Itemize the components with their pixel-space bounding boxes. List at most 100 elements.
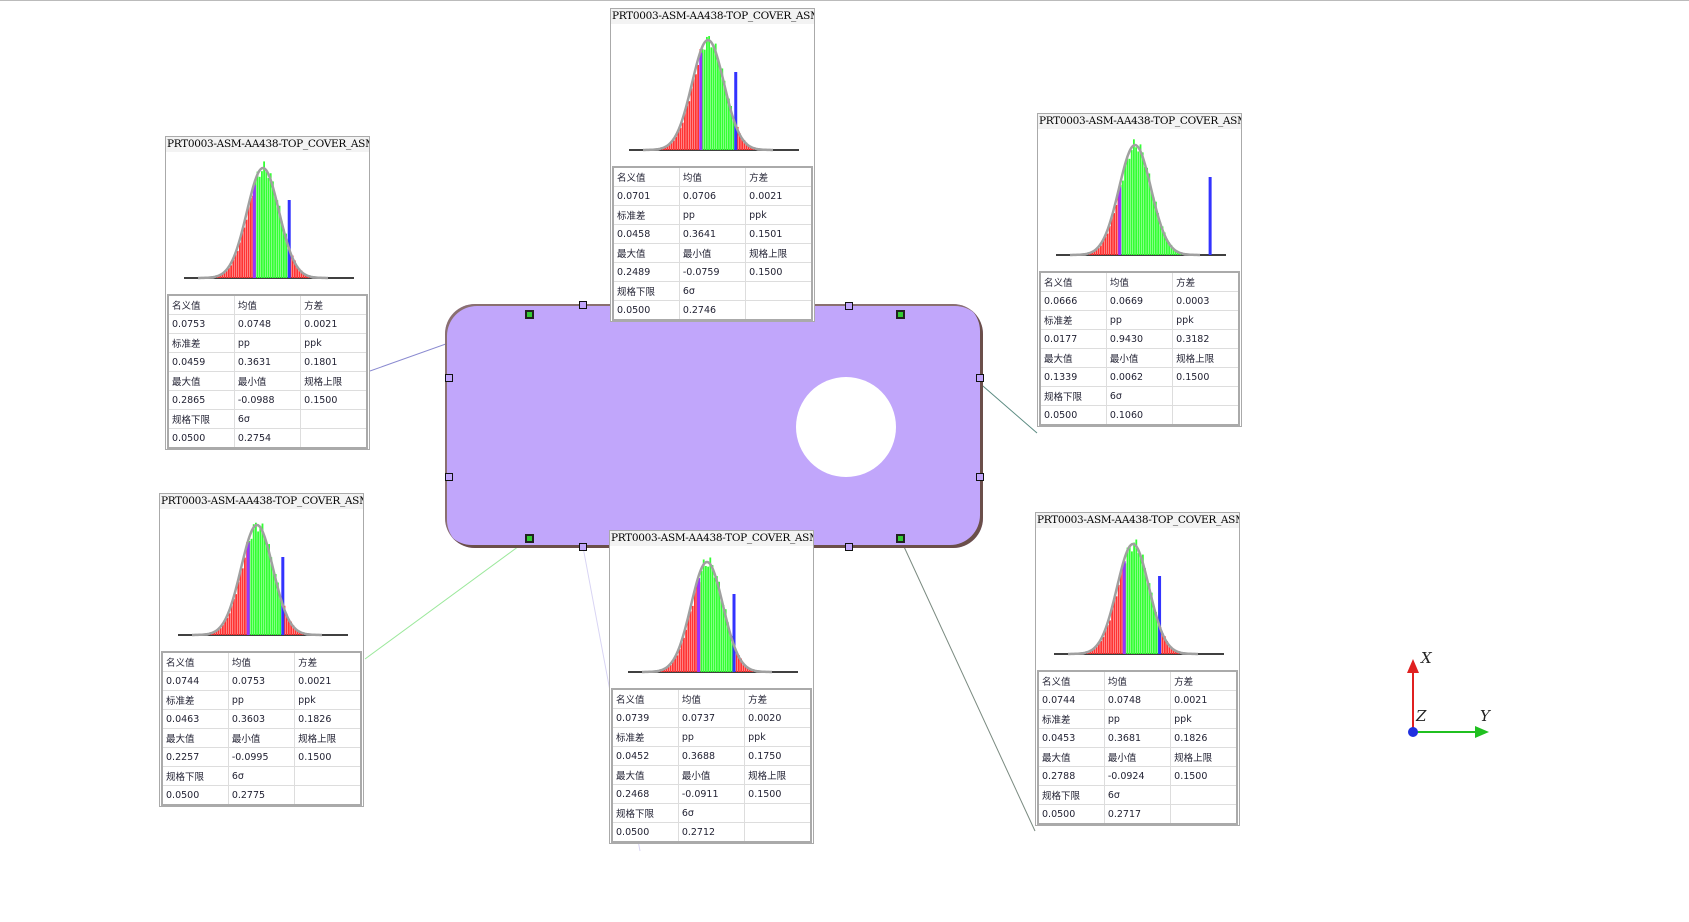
histogram-bar	[1159, 222, 1162, 255]
fit-curve	[1070, 143, 1200, 257]
label-six-sigma: 6σ	[1105, 386, 1174, 406]
value-nominal: 0.0744	[161, 671, 229, 691]
z-axis-icon	[1408, 727, 1418, 737]
stats-panel-bottom-left[interactable]: PRT0003-ASM-AA438-TOP_COVER_ASM 名义值 均值 方差 0.…	[159, 493, 364, 807]
label-max: 最大值	[1039, 348, 1107, 368]
stats-panel-top-center[interactable]: PRT0003-ASM-AA438-TOP_COVER_ASM 名义值 均值 方差 0.…	[610, 8, 815, 322]
selection-handle[interactable]	[976, 374, 984, 382]
cover-part[interactable]	[445, 304, 983, 548]
label-usl: 规格上限	[1172, 348, 1240, 368]
selection-handle[interactable]	[845, 543, 853, 551]
stats-panel-bottom-center[interactable]: PRT0003-ASM-AA438-TOP_COVER_ASM 名义值 均值 方差 0.…	[609, 530, 814, 844]
value-variance: 0.0021	[1170, 690, 1238, 710]
value-row: 0.0453 0.3681 0.1826	[1037, 728, 1238, 748]
histogram-bar	[265, 170, 268, 278]
label-max: 最大值	[167, 371, 235, 391]
histogram-bar	[247, 204, 250, 278]
histogram-bar	[261, 523, 264, 635]
histogram-bar	[741, 137, 743, 150]
label-variance: 方差	[744, 688, 812, 709]
label-variance: 方差	[1170, 670, 1238, 691]
histogram-bar	[665, 668, 668, 672]
value-row: 0.0753 0.0748 0.0021	[167, 314, 368, 334]
histogram-bar	[222, 624, 224, 635]
label-six-sigma: 6σ	[677, 803, 746, 823]
axis-triad	[1407, 659, 1489, 738]
lsl-marker	[1118, 186, 1122, 255]
selection-handle[interactable]	[525, 310, 534, 319]
label-mean: 均值	[233, 294, 302, 315]
value-six-sigma: 0.2746	[678, 300, 747, 321]
histogram-bar	[279, 595, 281, 635]
histogram-bar	[274, 196, 276, 278]
histogram-bar	[667, 666, 670, 672]
value-lsl: 0.0500	[611, 822, 679, 843]
selection-handle[interactable]	[976, 473, 984, 481]
histogram-bar	[721, 68, 724, 150]
panel-title: PRT0003-ASM-AA438-TOP_COVER_ASM	[160, 494, 363, 509]
label-usl: 规格上限	[300, 371, 368, 391]
selection-handle[interactable]	[896, 310, 905, 319]
histogram-bar	[296, 265, 298, 278]
selection-handle[interactable]	[845, 302, 853, 310]
value-row: 0.0500 0.2754	[167, 428, 368, 449]
histogram-bar	[1150, 592, 1153, 654]
histogram-bar	[235, 594, 237, 635]
histogram-bar	[252, 524, 255, 635]
label-lsl: 规格下限	[167, 409, 235, 429]
stats-panel-bottom-right[interactable]: PRT0003-ASM-AA438-TOP_COVER_ASM 名义值 均值 方差 0.…	[1035, 512, 1240, 826]
label-lsl: 规格下限	[1037, 785, 1105, 805]
histogram-bar	[1148, 583, 1151, 654]
histogram-bar	[728, 98, 730, 150]
label-row: 最大值 最小值 规格上限	[1037, 747, 1238, 767]
label-lsl: 规格下限	[161, 766, 229, 786]
histogram-bar	[1124, 164, 1126, 255]
histogram-bar	[270, 557, 273, 635]
histogram-bar	[1141, 152, 1144, 255]
histogram-bar	[1128, 545, 1131, 654]
histogram-bar	[283, 229, 285, 278]
selection-handle[interactable]	[579, 543, 587, 551]
stats-panel-top-right[interactable]: PRT0003-ASM-AA438-TOP_COVER_ASM 名义值 均值 方差 0.…	[1037, 113, 1242, 427]
histogram-bar	[1146, 167, 1148, 255]
value-row: 0.0500 0.2717	[1037, 804, 1238, 825]
histogram-bar	[670, 142, 673, 150]
stats-panel-top-left[interactable]: PRT0003-ASM-AA438-TOP_COVER_ASM 名义值 均值 方差 0.…	[165, 136, 370, 450]
label-mean: 均值	[1103, 670, 1172, 691]
histogram-bar	[1093, 251, 1096, 255]
label-row: 最大值 最小值 规格上限	[612, 243, 813, 263]
selection-handle[interactable]	[896, 534, 905, 543]
histogram-bar	[1170, 244, 1173, 255]
histogram-bar	[1128, 158, 1131, 255]
histogram-bar	[292, 625, 295, 635]
histogram-bar	[738, 655, 740, 672]
histogram-bar	[727, 622, 729, 672]
histogram-bar	[1126, 155, 1129, 255]
label-row: 名义值 均值 方差	[611, 688, 812, 709]
value-pp: 0.3688	[677, 746, 746, 766]
histogram-bar	[1137, 552, 1140, 654]
value-min: -0.0924	[1103, 766, 1172, 786]
histogram-bar	[268, 544, 270, 635]
value-min: -0.0995	[227, 747, 296, 767]
value-ppk: 0.1826	[1170, 728, 1238, 748]
value-std: 0.0452	[611, 746, 679, 766]
histogram-bar	[1113, 599, 1116, 654]
selection-handle[interactable]	[579, 301, 587, 309]
histogram-bar	[731, 636, 734, 672]
selection-handle[interactable]	[525, 534, 534, 543]
empty-cell	[1170, 785, 1238, 805]
label-row: 名义值 均值 方差	[161, 651, 362, 672]
x-axis-label: X	[1421, 649, 1432, 667]
histogram-bar	[1111, 217, 1113, 255]
histogram-bar	[244, 557, 246, 635]
histogram-bar	[1102, 240, 1104, 255]
histogram-bar	[285, 613, 288, 635]
selection-handle[interactable]	[445, 374, 453, 382]
value-min: -0.0759	[678, 262, 747, 282]
histogram-bar	[1152, 197, 1155, 255]
histogram-bar	[744, 665, 747, 672]
histogram-bar	[243, 227, 246, 278]
selection-handle[interactable]	[445, 473, 453, 481]
lsl-marker	[1122, 561, 1126, 654]
